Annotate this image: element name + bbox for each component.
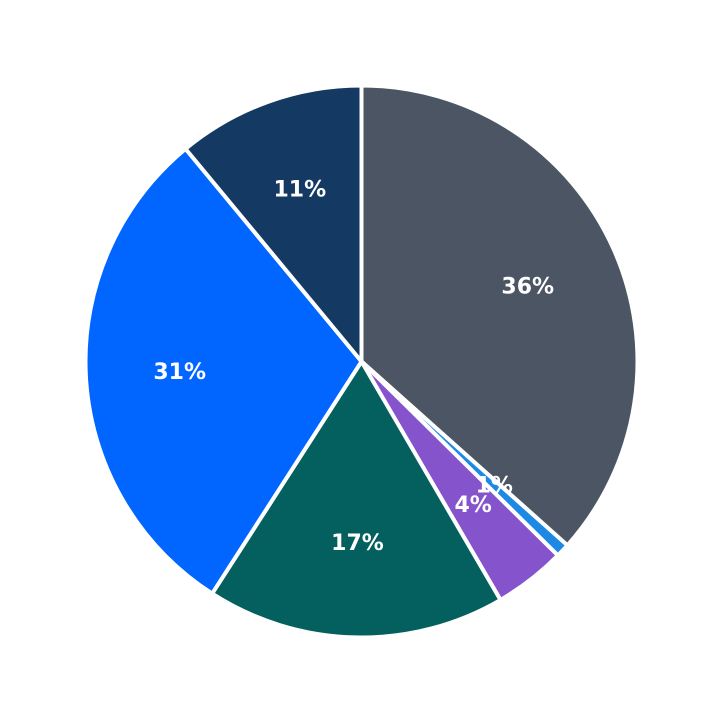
pie-slice-label-5: 11% xyxy=(273,178,326,203)
pie-labels: 36% 1%4% 17% 31% 11% xyxy=(153,178,554,557)
pie-slice-label-4: 31% xyxy=(153,360,206,385)
pie-slice-label-2: 4% xyxy=(454,493,491,518)
pie-slices xyxy=(83,83,640,640)
pie-slice-0 xyxy=(359,83,640,548)
pie-slice-3 xyxy=(210,359,503,640)
pie-slice-4 xyxy=(83,146,364,596)
pie-slice-5 xyxy=(183,83,364,364)
pie-slice-label-3: 17% xyxy=(331,531,384,556)
pie-slice-label-0: 36% xyxy=(501,275,554,300)
pie-slice-label-1: 1% xyxy=(476,474,513,499)
